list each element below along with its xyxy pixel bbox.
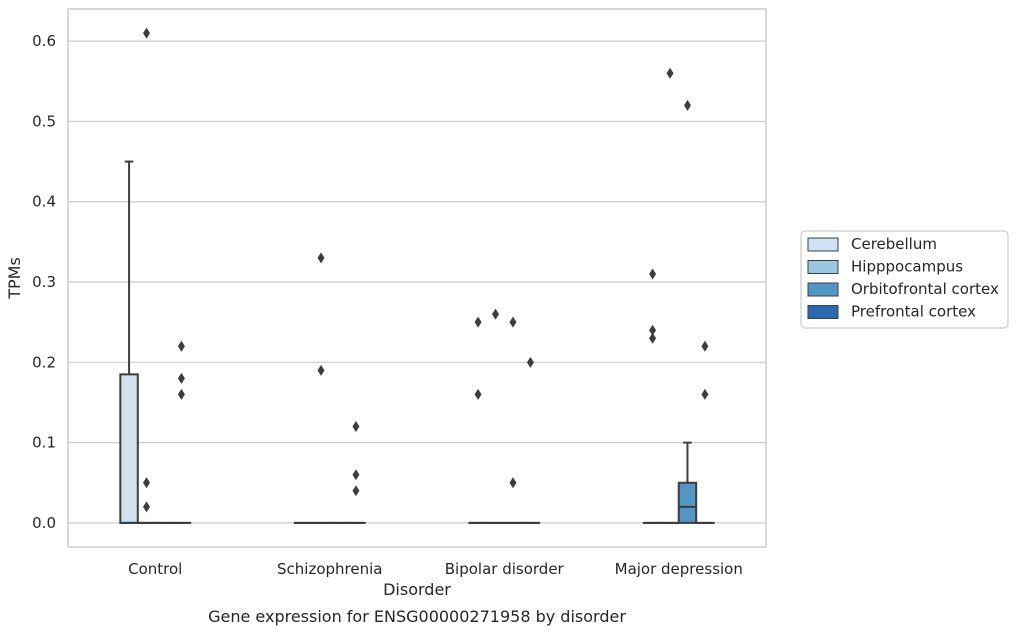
x-axis-ticks: Control Schizophrenia Bipolar disorder Majo… [128, 560, 743, 578]
box [503, 316, 523, 524]
legend-label: Hipppocampus [851, 258, 963, 276]
y-tick-label: 0.6 [32, 32, 56, 50]
y-axis-ticks: 0.0 0.1 0.2 0.3 0.4 0.5 0.6 [32, 32, 56, 532]
outlier-point [701, 340, 709, 352]
legend-label: Cerebellum [851, 235, 937, 253]
outlier-point [177, 388, 185, 400]
box-body [119, 373, 139, 524]
legend-item: Prefrontal cortex [807, 303, 976, 321]
outlier-point [683, 99, 691, 111]
box [346, 421, 366, 524]
x-tick-label: Bipolar disorder [445, 560, 565, 578]
legend: Cerebellum Hipppocampus Orbitofrontal cort… [800, 230, 1009, 329]
legend-item: Hipppocampus [807, 258, 963, 276]
y-tick-label: 0.2 [32, 353, 56, 371]
outlier-point [143, 27, 151, 39]
box [311, 252, 331, 524]
outlier-point [352, 469, 360, 481]
legend-item: Orbitofrontal cortex [807, 280, 999, 298]
box [520, 356, 541, 524]
box [468, 316, 488, 524]
box-plot-area [119, 27, 715, 524]
y-tick-label: 0.1 [32, 434, 56, 452]
grid-lines [68, 40, 766, 524]
outlier-point [509, 477, 517, 489]
x-axis-label: Disorder [383, 580, 451, 599]
legend-swatch [807, 282, 839, 297]
box [695, 340, 715, 524]
box [485, 308, 506, 524]
outlier-point [649, 324, 657, 336]
outlier-point [177, 340, 185, 352]
legend-frame [800, 230, 1009, 329]
outlier-point [509, 316, 517, 328]
outlier-point [649, 332, 657, 344]
outlier-point [352, 421, 360, 433]
outlier-point [666, 67, 674, 79]
chart-caption: Gene expression for ENSG00000271958 by d… [208, 607, 626, 626]
box [677, 99, 698, 524]
box [136, 27, 157, 524]
box [171, 340, 192, 524]
box [660, 67, 680, 524]
legend-swatch [807, 260, 839, 274]
legend-label: Orbitofrontal cortex [851, 280, 999, 298]
outlier-point [474, 316, 482, 328]
box-body [677, 481, 698, 524]
box [119, 160, 139, 524]
y-tick-label: 0.0 [32, 514, 56, 532]
legend-swatch [807, 237, 839, 252]
y-tick-label: 0.5 [32, 112, 56, 130]
outlier-point [352, 485, 360, 497]
outlier-point [317, 252, 325, 264]
outlier-point [177, 372, 185, 384]
box [642, 268, 663, 524]
y-axis-label: TPMs [5, 257, 24, 300]
outlier-point [492, 308, 500, 320]
outlier-point [474, 388, 482, 400]
outlier-point [317, 364, 325, 376]
outlier-point [143, 501, 151, 513]
y-tick-label: 0.3 [32, 273, 56, 291]
outlier-point [649, 268, 657, 280]
x-tick-label: Control [128, 560, 182, 578]
outlier-point [143, 477, 151, 489]
plot-frame [67, 8, 767, 548]
outlier-point [526, 356, 534, 368]
legend-label: Prefrontal cortex [851, 303, 976, 321]
y-tick-label: 0.4 [32, 193, 56, 211]
x-tick-label: Major depression [615, 560, 743, 578]
legend-item: Cerebellum [807, 235, 937, 253]
legend-swatch [807, 305, 839, 319]
outlier-point [701, 388, 709, 400]
x-tick-label: Schizophrenia [277, 560, 382, 578]
